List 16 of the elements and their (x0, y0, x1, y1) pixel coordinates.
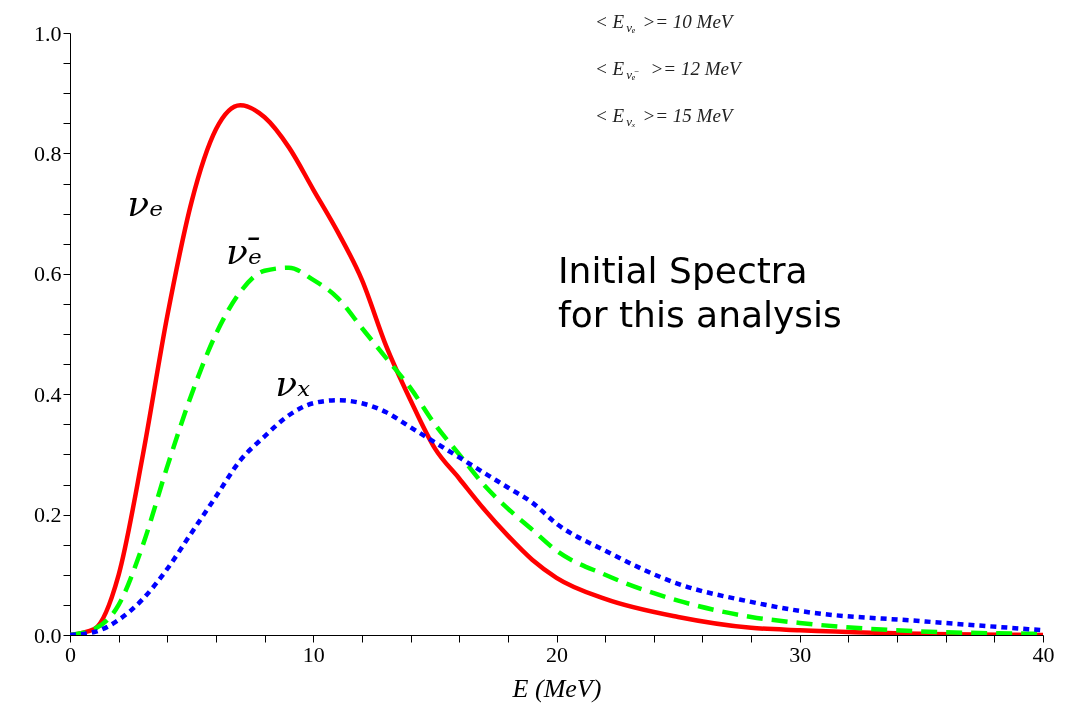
y-tick-label: 1.0 (34, 20, 62, 46)
y-tick-label: 0.4 (34, 381, 62, 407)
x-axis-title: E (MeV) (511, 673, 602, 703)
annotation: Initial Spectra for this analysis (558, 250, 842, 335)
x-tick-label: 40 (1032, 641, 1055, 667)
x-tick-label: 0 (65, 641, 76, 667)
y-tick-label: 0.8 (34, 140, 62, 166)
series-label: νₑ (127, 183, 164, 225)
x-tick-label: 30 (789, 641, 812, 667)
series-label: νₑ̄ (226, 230, 262, 272)
x-tick-label: 20 (546, 641, 568, 667)
series-label: νₓ (275, 363, 311, 405)
y-tick-label: 0.6 (34, 261, 62, 287)
x-tick-label: 10 (302, 641, 325, 667)
y-tick-label: 0.0 (34, 622, 62, 648)
y-tick-label: 0.2 (34, 502, 62, 528)
